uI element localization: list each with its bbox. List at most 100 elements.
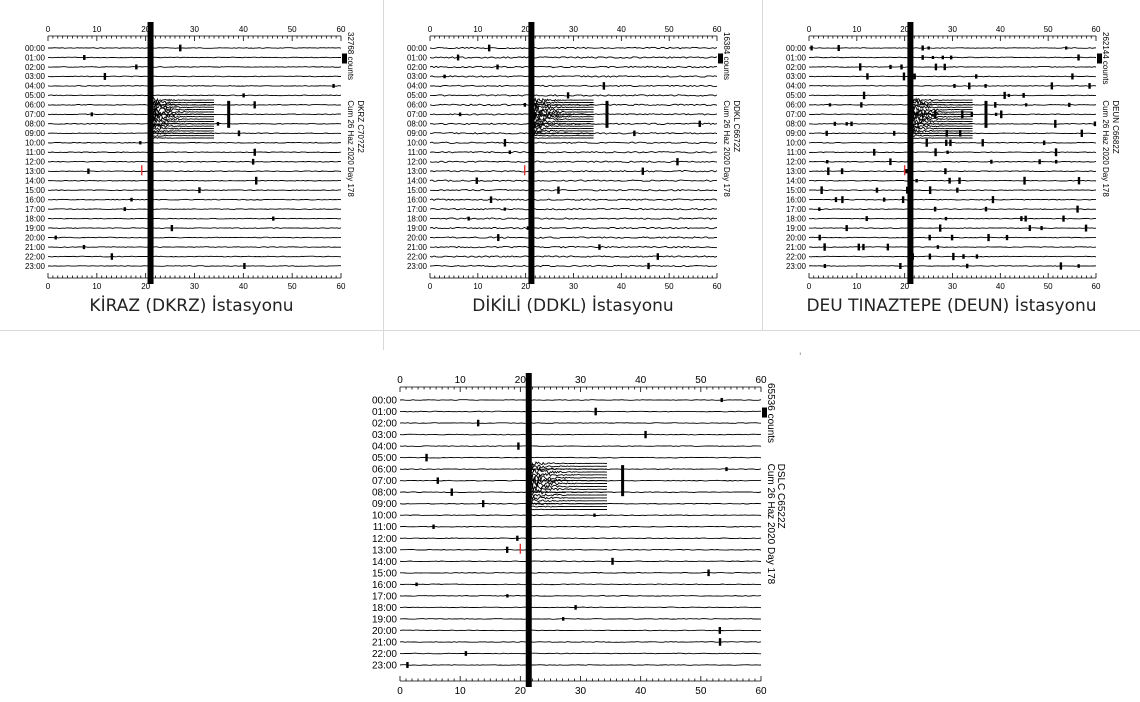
hour-label: 19:00 [786,224,807,233]
hour-label: 04:00 [25,82,46,91]
coda-wave [909,102,973,110]
coda-wave [528,489,608,495]
hour-label: 13:00 [786,167,807,176]
counts-label: 16384 counts [722,32,731,80]
micro-event [1003,91,1006,99]
micro-event [862,243,865,251]
trace-line [429,56,718,59]
micro-event [574,605,577,610]
scale-bar [718,53,723,64]
trace-line [429,113,718,116]
trace-line [399,537,762,540]
x-tick-label: 40 [996,282,1005,291]
micro-event [994,112,998,116]
coda-wave [909,134,973,137]
coda-wave [530,104,594,110]
x-tick-label: 60 [713,25,722,34]
hour-label: 15:00 [372,568,397,579]
trace-line [399,548,762,551]
micro-event [644,430,647,439]
micro-event [1000,110,1003,119]
hour-label: 16:00 [407,195,428,204]
hour-label: 04:00 [372,442,397,453]
hour-label: 22:00 [786,252,807,261]
micro-event [946,150,949,154]
x-tick-label: 40 [239,25,248,34]
trace-line [429,151,717,154]
coda-wave [530,102,594,109]
hour-label: 00:00 [372,396,397,407]
micro-event [818,234,821,241]
micro-event [516,535,519,541]
date-label: Cum 26 Haz 2020 Day 178 [722,100,731,197]
earthquake-signal [907,22,914,284]
x-tick-label: 20 [521,282,530,291]
micro-event [945,139,948,146]
micro-event [933,206,937,212]
micro-event [497,234,500,242]
x-tick-label: 20 [521,25,530,34]
micro-event [994,102,997,108]
trace-line [808,141,1097,144]
hour-label: 07:00 [786,110,807,119]
coda-wave [528,481,607,492]
station-caption: KİRAZ (DKRZ) İstasyonu [89,296,294,316]
micro-event [1093,121,1097,127]
coda-wave [528,505,607,508]
x-tick-label: 20 [900,282,909,291]
trace-line [399,583,762,586]
trace-line [429,169,718,173]
trace-line [399,525,762,528]
hour-label: 09:00 [786,129,807,138]
micro-event [956,187,959,193]
hour-label: 20:00 [25,233,46,242]
micro-event [810,45,813,51]
x-tick-label: 20 [141,25,150,34]
coda-wave [909,99,973,108]
hour-label: 15:00 [25,186,46,195]
micro-event [1076,205,1079,213]
micro-event [251,158,255,165]
date-label: Cum 26 Haz 2020 Day 178 [1101,100,1110,197]
micro-event [505,546,509,553]
hour-label: 00:00 [786,44,807,53]
coda-wave [150,120,214,127]
micro-event [845,122,848,126]
counts-label: 65536 counts [765,383,776,443]
trace-line [429,226,718,230]
micro-event [443,74,446,79]
micro-event [253,148,256,156]
coda-wave [150,123,214,130]
micro-event [1007,93,1011,97]
micro-event [886,243,890,251]
trace-line [808,265,1097,267]
hour-label: 04:00 [786,82,807,91]
hour-label: 19:00 [407,224,428,233]
trace-line [429,160,718,163]
trace-line [808,227,1097,229]
micro-event [526,226,530,230]
trace-line [399,641,762,643]
helicorder-kiraz: 0 10 20 30 40 50 60 0 10 20 30 40 50 60 00:0001:0002:0… [25,22,365,291]
micro-event [1022,93,1025,98]
micro-event [1054,148,1058,157]
trace-line [429,236,718,239]
micro-event [517,442,520,450]
micro-event [523,102,527,107]
hour-label: 05:00 [786,91,807,100]
micro-event [432,524,435,529]
panel-divider [0,330,1140,331]
seismogram-panel-deu-tinaztepe: 0 10 20 30 40 50 60 0 10 20 30 40 50 60 00:00 01:00 02:0… [763,0,1140,330]
micro-event [1068,102,1071,107]
micro-event [950,234,954,241]
hour-label: 06:00 [407,101,428,110]
hour-label: 14:00 [25,176,46,185]
x-tick-label: 20 [515,375,527,386]
trace-line [399,422,762,424]
coda-wave [909,136,973,139]
hour-label: 18:00 [25,214,46,223]
micro-event [594,407,597,416]
micro-event [944,168,947,175]
micro-event [934,148,937,157]
trace-line [399,618,762,620]
